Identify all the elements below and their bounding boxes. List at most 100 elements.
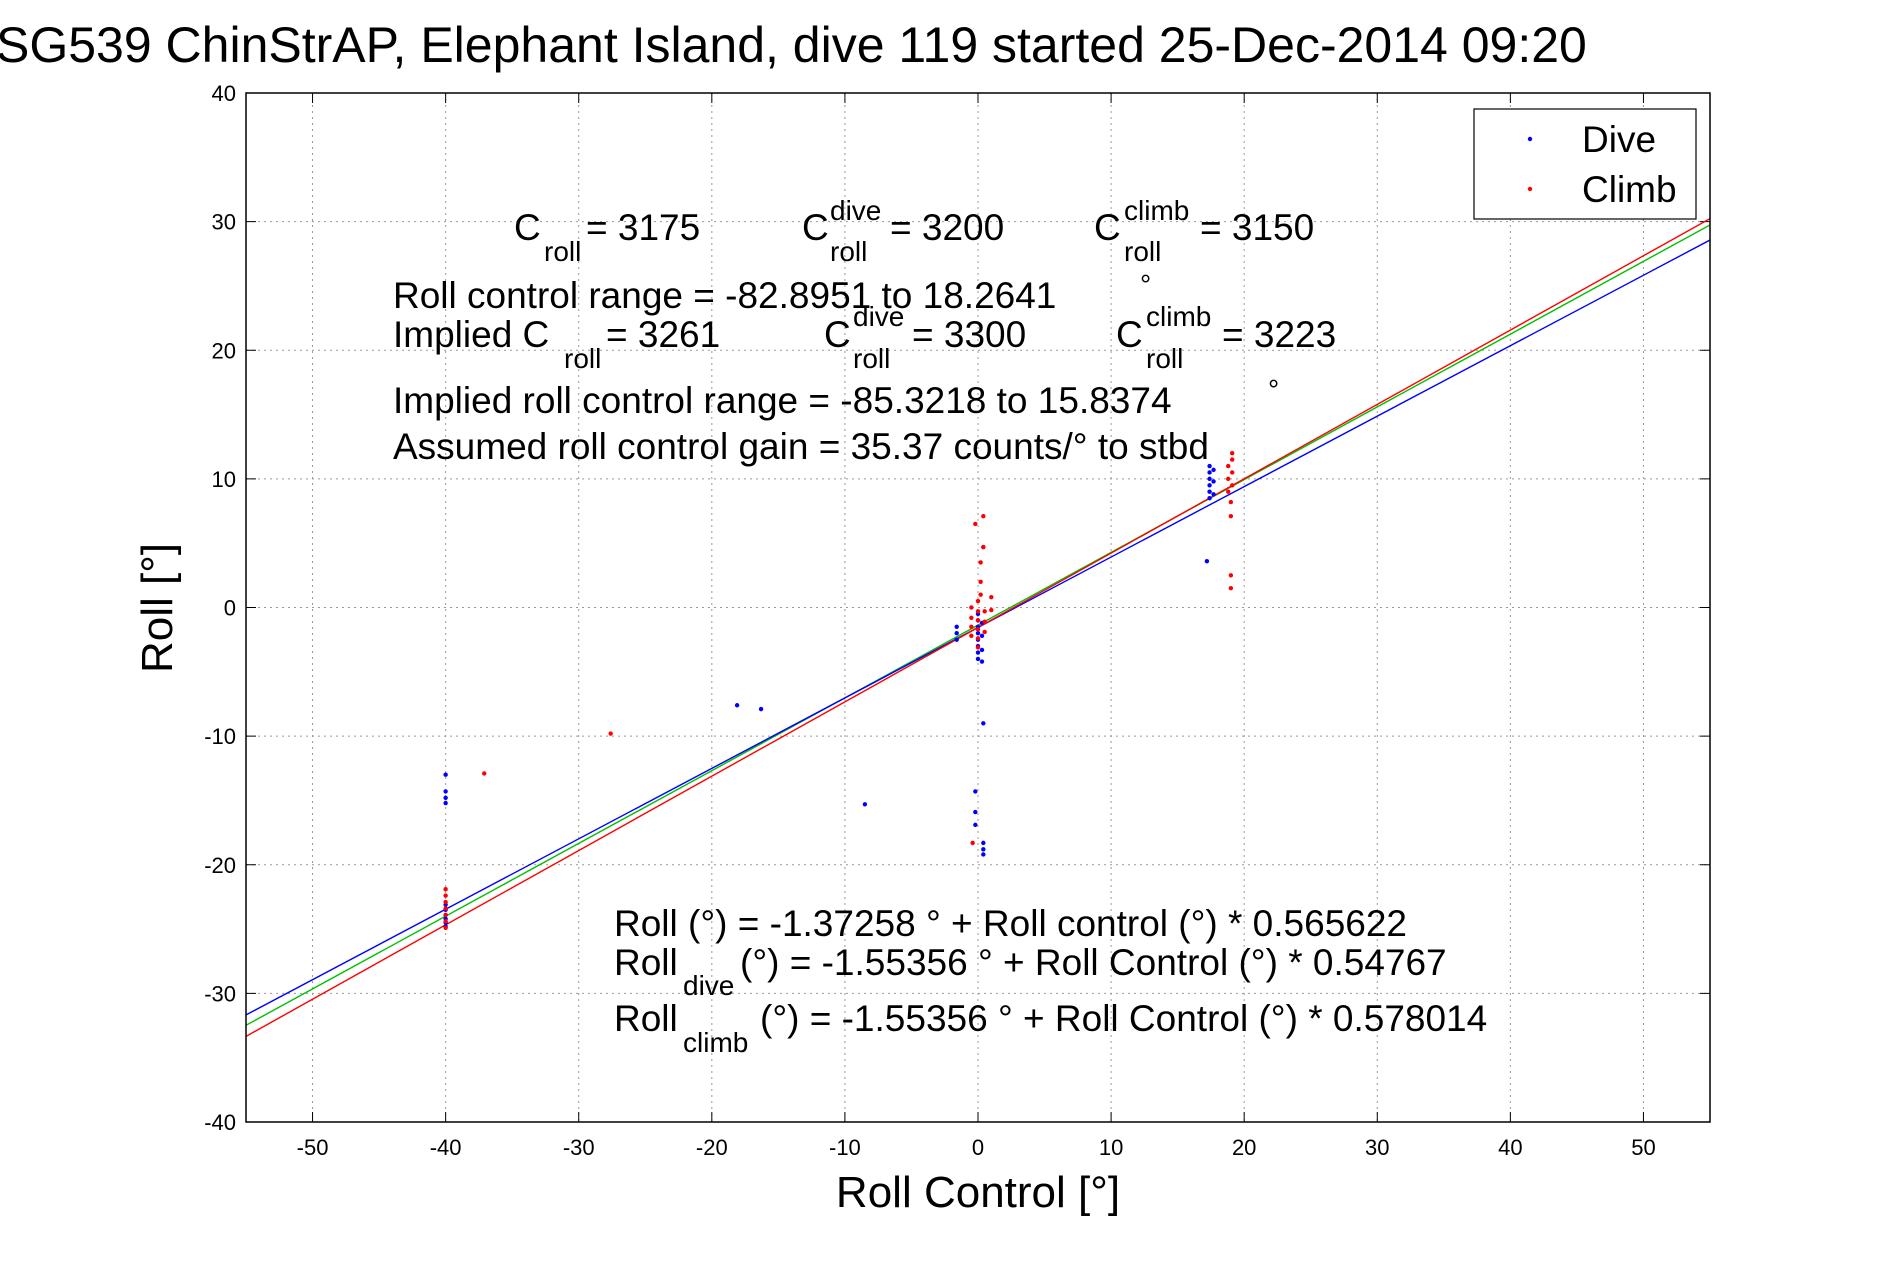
point-dive: [1207, 495, 1212, 501]
point-dive: [734, 703, 740, 708]
legend-climb-label: Climb: [1582, 169, 1677, 210]
x-tick-label: -30: [563, 1135, 595, 1160]
point-dive: [1207, 483, 1212, 488]
implied-roll-control-range: Implied roll control range = -85.3218 to…: [393, 380, 1172, 421]
point-dive: [1207, 476, 1212, 482]
point-dive: [981, 847, 986, 852]
point-dive: [954, 631, 959, 636]
fit-climb-equation: Roll climb (°) = -1.55356 ° + Roll Contr…: [614, 998, 1487, 1058]
implied-climb-sup: climb: [1146, 301, 1211, 332]
point-climb: [1230, 483, 1235, 488]
point-climb: [982, 609, 987, 614]
x-tick-label: -10: [829, 1135, 861, 1160]
x-axis-label: Roll Control [°]: [836, 1168, 1120, 1217]
point-climb: [981, 544, 986, 550]
point-climb: [443, 919, 448, 924]
point-dive: [973, 809, 978, 815]
point-climb: [1230, 450, 1235, 456]
point-climb: [982, 629, 987, 635]
point-climb: [978, 560, 983, 565]
plot-frame: [245, 92, 1711, 1123]
legend: Dive Climb: [1473, 108, 1697, 220]
fit-dive-rest: (°) = -1.55356 ° + Roll Control (°) * 0.…: [740, 942, 1447, 983]
x-tick-label: 30: [1365, 1135, 1389, 1160]
x-tick-label: -50: [297, 1135, 329, 1160]
point-dive: [1211, 492, 1216, 497]
point-climb: [969, 633, 974, 638]
point-climb: [1226, 489, 1231, 494]
c-roll-annotation: C roll = 3175: [514, 207, 700, 267]
implied-c-roll-sub: roll: [564, 343, 601, 374]
c-roll-climb-sup: climb: [1124, 195, 1189, 226]
implied-dive-base: C: [824, 314, 851, 355]
point-climb: [969, 615, 974, 620]
point-climb: [1228, 573, 1234, 578]
point-dive: [975, 650, 981, 655]
point-climb: [1230, 470, 1235, 475]
x-tick-label: 40: [1498, 1135, 1522, 1160]
c-roll-dive-annotation: C roll dive = 3200: [802, 195, 1004, 267]
c-roll-climb-sub: roll: [1124, 236, 1161, 267]
point-dive: [981, 840, 986, 846]
implied-c-roll-climb-annotation: C roll climb = 3223: [1116, 301, 1336, 374]
c-roll-climb-base: C: [1094, 207, 1121, 248]
implied-dive-value: = 3300: [912, 314, 1026, 355]
point-dive: [979, 647, 985, 653]
point-dive: [862, 802, 868, 807]
point-climb: [443, 925, 448, 930]
point-climb: [443, 886, 448, 892]
point-climb: [978, 579, 983, 584]
point-dive: [979, 659, 985, 664]
point-dive: [1211, 467, 1216, 473]
x-tick-label: 50: [1631, 1135, 1655, 1160]
c-roll-sub: roll: [544, 236, 581, 267]
chart-title: SG539 ChinStrAP, Elephant Island, dive 1…: [0, 17, 1587, 73]
point-dive: [1207, 489, 1212, 494]
point-climb: [1226, 476, 1231, 482]
point-climb: [443, 912, 448, 918]
y-tick-label: 10: [212, 467, 236, 492]
implied-climb-value: = 3223: [1222, 314, 1336, 355]
point-climb: [1228, 586, 1234, 591]
point-dive: [1207, 463, 1212, 469]
y-tick-label: 30: [212, 210, 236, 235]
legend-box: [1473, 108, 1697, 220]
y-tick-label: -20: [204, 853, 236, 878]
x-tick-label: -40: [430, 1135, 462, 1160]
point-climb: [482, 771, 487, 776]
legend-dive-marker: [1527, 136, 1533, 142]
data-points-layer: [443, 450, 1235, 930]
point-dive: [443, 800, 448, 806]
point-climb: [975, 627, 981, 632]
assumed-roll-control-gain: Assumed roll control gain = 35.37 counts…: [393, 426, 1209, 467]
c-roll-climb-value: = 3150: [1200, 207, 1314, 248]
point-climb: [443, 906, 448, 911]
point-climb: [1230, 457, 1235, 462]
point-climb: [970, 840, 975, 846]
fit-dive-sub: dive: [683, 970, 734, 1001]
point-climb: [982, 619, 987, 624]
x-tick-label: -20: [696, 1135, 728, 1160]
fit-all-equation: Roll (°) = -1.37258 ° + Roll control (°)…: [614, 903, 1407, 944]
x-tick-label: 10: [1099, 1135, 1123, 1160]
point-climb: [1228, 499, 1234, 505]
point-climb: [443, 899, 448, 905]
roll-control-range: Roll control range = -82.8951 to 18.2641: [393, 275, 1056, 316]
point-climb: [975, 618, 981, 623]
tick-layer: -50 -40 -30 -20 -10 0 10 20 30 40 50 -40 -30 -20 -10 0 1…: [204, 81, 1710, 1160]
y-tick-label: 40: [212, 81, 236, 106]
point-climb: [975, 609, 981, 614]
implied-c-roll-dive-annotation: C roll dive = 3300: [824, 301, 1026, 374]
y-axis-label: Roll [°]: [133, 543, 182, 673]
point-dive: [975, 656, 981, 662]
c-roll-base: C: [514, 207, 541, 248]
fit-dive-base: Roll: [614, 942, 678, 983]
fit-climb-base: Roll: [614, 998, 678, 1039]
c-roll-value: = 3175: [586, 207, 700, 248]
x-tick-label: 0: [972, 1135, 984, 1160]
implied-c-roll-value: = 3261: [606, 314, 720, 355]
point-climb: [989, 607, 994, 613]
implied-range-degree: °: [1268, 374, 1279, 405]
point-dive: [979, 633, 985, 638]
